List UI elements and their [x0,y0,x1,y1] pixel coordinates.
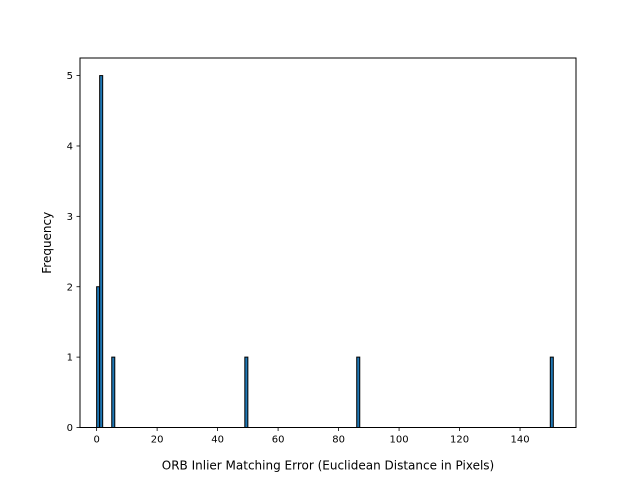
histogram-bar [111,356,116,428]
y-tick-label: 1 [67,353,73,364]
y-tick-label: 0 [67,423,73,434]
y-tick-label: 4 [67,142,73,153]
x-tick-label: 20 [151,435,164,446]
x-tick-label: 120 [450,435,469,446]
histogram-bar [99,75,104,428]
x-tick-label: 100 [390,435,409,446]
x-tick-label: 60 [272,435,285,446]
x-axis-label: ORB Inlier Matching Error (Euclidean Dis… [162,459,494,473]
y-axis-ticks: 0 1 2 3 4 5 [67,71,80,434]
histogram-bar [356,356,361,428]
histogram-bar [244,356,249,428]
bars-layer [96,75,554,428]
plot-frame [79,57,577,428]
x-tick-label: 0 [93,435,99,446]
y-tick-label: 5 [67,71,73,82]
x-tick-label: 80 [332,435,345,446]
histogram-bar [549,356,554,428]
x-tick-label: 140 [511,435,530,446]
y-tick-label: 3 [67,212,73,223]
x-axis-ticks: 0 20 40 60 80 100 120 140 [93,427,530,446]
y-axis-label: Frequency [40,212,54,274]
y-tick-label: 2 [67,282,73,293]
x-tick-label: 40 [211,435,224,446]
